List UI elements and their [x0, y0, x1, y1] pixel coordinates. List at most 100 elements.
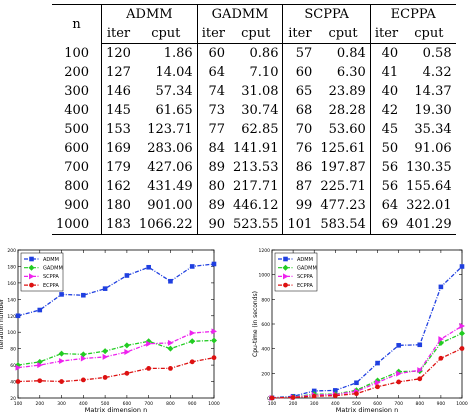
series-line — [17, 357, 215, 383]
table-cell: 1066.22 — [134, 215, 198, 235]
data-point — [189, 338, 196, 345]
table-cell: 57 — [282, 43, 317, 63]
table-cell: 80 — [196, 177, 229, 196]
results-table: n ADMM GADMM SCPPA ECPPA iter cput iter … — [52, 4, 456, 235]
legend-marker — [29, 256, 34, 262]
row-n-cell: 900 — [64, 198, 90, 213]
subheader-iter: iter — [196, 24, 229, 44]
method-header-gadmm: GADMM — [196, 4, 283, 24]
legend-marker — [29, 273, 35, 280]
x-tick-label: 400 — [79, 401, 88, 407]
x-tick-label: 900 — [188, 401, 197, 407]
table-cell: 69 — [369, 215, 403, 235]
table-cell: 64 — [369, 196, 403, 215]
table-cell: 146 — [101, 82, 135, 101]
table-cell: 0.84 — [336, 46, 366, 61]
data-point — [168, 366, 173, 371]
data-point — [437, 339, 444, 346]
data-point — [58, 350, 65, 357]
y-tick-label: 400 — [261, 347, 270, 353]
table-cell: 169 — [101, 139, 135, 158]
data-point — [15, 364, 21, 371]
table-cell: 179 — [101, 158, 135, 177]
x-tick-label: 800 — [415, 401, 424, 407]
table-cell: 120 — [101, 43, 135, 63]
table-cell: 84 — [196, 139, 229, 158]
table-cell: 125.61 — [320, 141, 366, 156]
table-cell: 217.71 — [232, 179, 279, 194]
table-cell: 0.86 — [249, 46, 279, 61]
data-point — [211, 337, 217, 344]
table-cell: 123.71 — [147, 122, 193, 137]
data-point — [211, 355, 217, 361]
data-point — [396, 370, 402, 377]
row-n-cell: 600 — [64, 141, 90, 156]
legend-label: ECPPA — [43, 283, 59, 289]
table-cell: 89 — [196, 158, 229, 177]
table-cell: 141.91 — [232, 141, 279, 156]
data-point — [124, 273, 130, 278]
method-header-ecppa: ECPPA — [369, 4, 456, 24]
data-point — [37, 307, 43, 313]
x-tick-label: 800 — [166, 401, 175, 407]
data-point — [417, 367, 423, 374]
data-point — [81, 292, 86, 298]
table-cell: 60 — [282, 63, 317, 82]
legend-label: GADMM — [43, 266, 63, 272]
table-cell: 477.23 — [320, 198, 366, 213]
legend-marker — [283, 282, 288, 288]
series-line — [271, 325, 463, 399]
subheader-iter: iter — [101, 24, 135, 44]
table-row: 800 162 431.49 80 217.71 87 225.71 56 155.64 — [52, 177, 456, 196]
table-cell: 213.53 — [232, 160, 279, 175]
table-cell: 23.89 — [328, 84, 366, 99]
legend-marker — [29, 282, 34, 288]
data-point — [354, 380, 359, 386]
y-tick-label: 1200 — [259, 248, 271, 254]
table-cell: 60 — [196, 43, 229, 63]
table-cell: 90 — [196, 215, 229, 235]
table-cell: 130.35 — [406, 160, 452, 175]
y-tick-label: 600 — [261, 322, 270, 328]
data-point — [124, 348, 130, 355]
subheader-cput: cput — [402, 24, 456, 44]
data-point — [396, 343, 401, 348]
table-row: 1000 183 1066.22 90 523.55 101 583.54 69 401.29 — [52, 215, 456, 235]
table-cell: 127 — [101, 63, 135, 82]
data-point — [59, 358, 65, 364]
row-n-cell: 400 — [64, 103, 90, 118]
table-cell: 61.65 — [155, 103, 193, 118]
table-cell: 65 — [282, 82, 317, 101]
table-cell: 45 — [369, 120, 403, 139]
data-point — [102, 353, 109, 360]
table-cell: 99 — [282, 196, 317, 215]
table-cell: 89 — [196, 196, 229, 215]
table-cell: 62.85 — [241, 122, 279, 137]
x-tick-label: 100 — [14, 401, 23, 407]
data-point — [37, 362, 43, 369]
data-point — [59, 292, 64, 297]
row-n-cell: 500 — [64, 122, 90, 137]
table-cell: 74 — [196, 82, 229, 101]
table-cell: 77 — [196, 120, 229, 139]
table-cell: 0.58 — [422, 46, 452, 61]
data-point — [459, 346, 465, 351]
legend-marker — [283, 273, 289, 280]
legend-label: ECPPA — [297, 283, 313, 289]
data-point — [375, 384, 380, 390]
table-cell: 42 — [369, 101, 403, 120]
x-tick-label: 900 — [437, 401, 446, 407]
x-tick-label: 600 — [373, 401, 382, 407]
y-tick-label: 1000 — [259, 273, 271, 279]
legend-marker — [282, 264, 289, 271]
x-tick-label: 200 — [35, 401, 44, 407]
y-tick-label: 200 — [7, 248, 16, 254]
y-axis-label: Iteration number — [0, 298, 5, 349]
x-tick-label: 600 — [123, 401, 132, 407]
table-cell: 31.08 — [241, 84, 279, 99]
subheader-cput: cput — [134, 24, 198, 44]
table-cell: 19.30 — [414, 103, 452, 118]
row-n-cell: 300 — [64, 84, 90, 99]
data-point — [375, 360, 380, 366]
table-cell: 523.55 — [228, 215, 283, 235]
